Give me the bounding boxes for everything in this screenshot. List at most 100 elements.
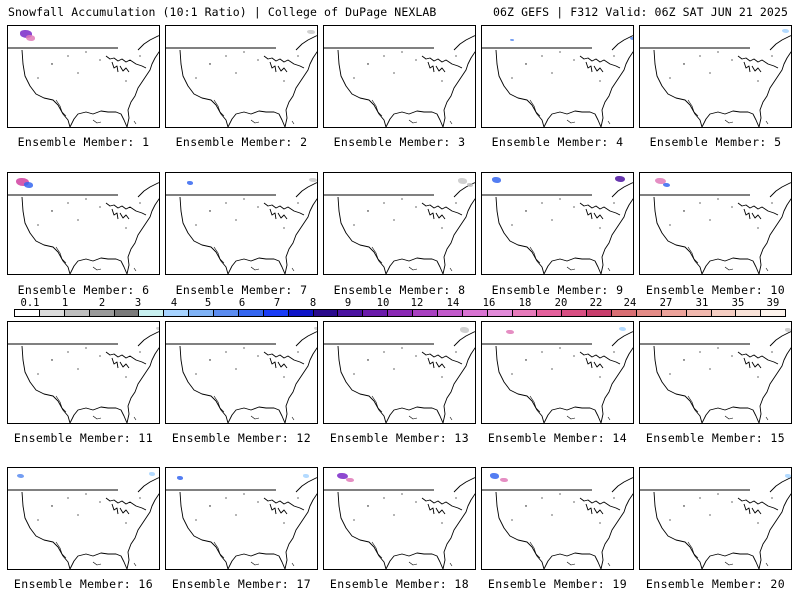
snow-swath-icon	[336, 472, 348, 480]
snow-swath-icon	[309, 177, 317, 183]
ensemble-member-label: Ensemble Member: 6	[17, 283, 150, 297]
ensemble-member-label: Ensemble Member: 5	[649, 135, 782, 149]
color-scale-tick-label: 14	[446, 297, 460, 309]
ensemble-member-label: Ensemble Member: 10	[645, 283, 786, 297]
ensemble-member-label: Ensemble Member: 14	[487, 431, 628, 445]
ensemble-map-panel	[639, 321, 792, 424]
snow-swath-icon	[303, 474, 309, 478]
ensemble-map-panel	[7, 467, 160, 570]
color-scale-swatch	[164, 310, 190, 316]
color-scale-swatch	[462, 310, 488, 316]
color-scale-tick-label: 31	[695, 297, 709, 309]
color-scale-swatch	[661, 310, 687, 316]
color-scale-swatch	[587, 310, 612, 316]
color-scale-tick-label: 10	[376, 297, 390, 309]
snow-swath-icon	[459, 327, 469, 333]
color-scale-swatch	[562, 310, 588, 316]
color-scale-tick-label: 39	[766, 297, 780, 309]
color-scale-swatch	[263, 310, 289, 316]
model-run-info: 06Z GEFS | F312 Valid: 06Z SAT JUN 21 20…	[493, 5, 788, 19]
color-scale-tick-label: 3	[134, 297, 142, 309]
ensemble-member-label: Ensemble Member: 13	[329, 431, 470, 445]
color-scale-swatch	[39, 310, 65, 316]
ensemble-map-panel	[165, 25, 318, 128]
color-scale-tick-label: 16	[482, 297, 496, 309]
ensemble-map-panel	[639, 467, 792, 570]
snow-swath-icon	[457, 178, 467, 184]
color-scale-swatch	[686, 310, 712, 316]
ensemble-member-label: Ensemble Member: 2	[175, 135, 308, 149]
snow-swath-icon	[177, 476, 183, 480]
ensemble-map-panel	[481, 467, 634, 570]
snow-swath-icon	[618, 326, 626, 332]
snow-swath-icon	[785, 474, 791, 478]
snow-swath-icon	[615, 176, 625, 182]
color-scale-swatch	[89, 310, 115, 316]
color-scale-swatch	[15, 310, 40, 316]
color-scale-swatch	[288, 310, 314, 316]
ensemble-map-panel	[323, 467, 476, 570]
ensemble-map-panel	[481, 321, 634, 424]
color-scale-swatch	[338, 310, 364, 316]
ensemble-member-label: Ensemble Member: 1	[17, 135, 150, 149]
color-scale-tick-label: 24	[623, 297, 637, 309]
color-scale-swatch	[413, 310, 438, 316]
ensemble-member-label: Ensemble Member: 15	[645, 431, 786, 445]
color-scale-tick-label: 6	[238, 297, 246, 309]
color-scale-labels: 0.1 1 2 3 4 5 6 7 8 9 10 12 14 16 18 20 22 24 27 31 35 39	[14, 297, 786, 309]
snow-swath-icon	[313, 326, 317, 330]
ensemble-map-panel	[481, 172, 634, 275]
ensemble-member-label: Ensemble Member: 11	[13, 431, 154, 445]
color-scale-swatch	[189, 310, 214, 316]
ensemble-map-panel	[323, 25, 476, 128]
color-scale-swatch	[238, 310, 264, 316]
color-scale-tick-label: 2	[98, 297, 106, 309]
snow-swath-icon	[781, 28, 789, 34]
color-scale-tick-label: 22	[589, 297, 603, 309]
color-scale-swatch	[537, 310, 563, 316]
color-scale-swatch	[363, 310, 389, 316]
color-scale-swatch	[736, 310, 762, 316]
snow-swath-icon	[629, 36, 633, 40]
ensemble-map-panel	[7, 172, 160, 275]
color-scale-swatch	[761, 310, 786, 316]
ensemble-map-panel	[481, 25, 634, 128]
color-scale-bar	[14, 309, 786, 317]
ensemble-member-label: Ensemble Member: 8	[333, 283, 466, 297]
ensemble-member-label: Ensemble Member: 20	[645, 577, 786, 591]
ensemble-member-label: Ensemble Member: 16	[13, 577, 154, 591]
ensemble-member-label: Ensemble Member: 19	[487, 577, 628, 591]
color-scale-swatch	[512, 310, 538, 316]
ensemble-map-panel	[165, 172, 318, 275]
color-scale-swatch	[388, 310, 413, 316]
color-scale-tick-label: 7	[273, 297, 281, 309]
color-scale-tick-label: 18	[518, 297, 532, 309]
snow-swath-icon	[20, 30, 32, 38]
color-scale-tick-label: 9	[344, 297, 352, 309]
snow-swath-icon	[307, 29, 315, 35]
ensemble-member-label: Ensemble Member: 9	[491, 283, 624, 297]
color-scale-tick-label: 12	[410, 297, 424, 309]
ensemble-map-panel	[7, 25, 160, 128]
snow-swath-icon	[662, 182, 670, 188]
color-scale-tick-label: 0.1	[20, 297, 40, 309]
snow-swath-icon	[346, 477, 354, 483]
ensemble-member-label: Ensemble Member: 4	[491, 135, 624, 149]
color-scale-swatch	[214, 310, 239, 316]
snow-swath-icon	[149, 472, 155, 476]
color-scale-tick-label: 8	[309, 297, 317, 309]
color-scale-tick-label: 27	[659, 297, 673, 309]
snow-swath-icon	[491, 177, 501, 183]
color-scale-tick-label: 4	[170, 297, 178, 309]
snow-swath-icon	[15, 178, 29, 186]
map-title: Snowfall Accumulation (10:1 Ratio) | Col…	[8, 5, 437, 19]
snow-swath-icon	[654, 177, 666, 185]
ensemble-map-panel	[323, 321, 476, 424]
ensemble-map-panel	[165, 321, 318, 424]
color-scale-swatch	[636, 310, 662, 316]
ensemble-member-label: Ensemble Member: 7	[175, 283, 308, 297]
snow-swath-icon	[510, 38, 514, 42]
snow-swath-icon	[155, 326, 159, 330]
color-scale-tick-label: 5	[204, 297, 212, 309]
color-scale-swatch	[64, 310, 90, 316]
